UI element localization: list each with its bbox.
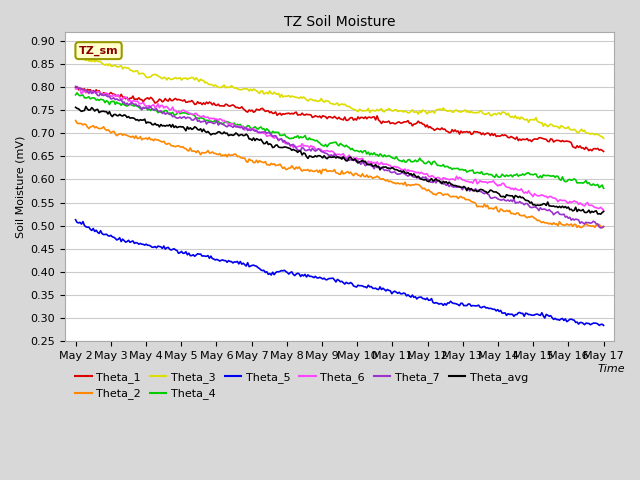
Legend: Theta_1, Theta_2, Theta_3, Theta_4, Theta_5, Theta_6, Theta_7, Theta_avg: Theta_1, Theta_2, Theta_3, Theta_4, Thet… [70,368,532,404]
Title: TZ Soil Moisture: TZ Soil Moisture [284,15,396,29]
Text: TZ_sm: TZ_sm [79,46,118,56]
X-axis label: Time: Time [598,364,625,374]
Y-axis label: Soil Moisture (mV): Soil Moisture (mV) [15,135,25,238]
